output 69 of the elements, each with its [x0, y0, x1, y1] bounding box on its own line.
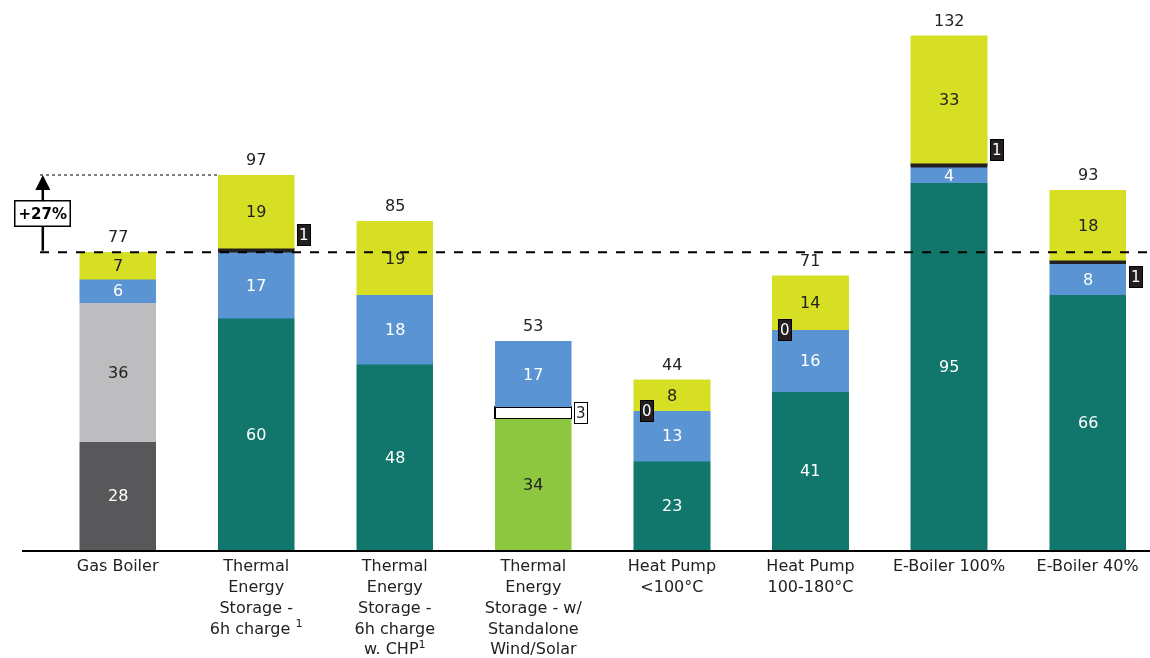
data-label: 4 — [944, 166, 955, 185]
data-label: 6 — [113, 281, 124, 300]
data-label: 8 — [1083, 270, 1094, 289]
bar — [1049, 294, 1126, 550]
x-tick-label: Gas Boiler — [76, 556, 159, 576]
data-label: 8 — [667, 386, 678, 405]
data-label: 0 — [780, 321, 790, 339]
data-label: 28 — [108, 486, 129, 505]
bar — [910, 182, 988, 550]
x-tick-label: Thermal Energy Storage - w/ Standalone Wind/Solar — [484, 556, 583, 658]
data-label: 0 — [642, 402, 652, 420]
data-label: 23 — [662, 496, 683, 515]
bar — [494, 341, 572, 408]
bar — [1049, 259, 1126, 265]
bar — [79, 252, 156, 280]
total-label: 85 — [385, 196, 406, 215]
total-label: 132 — [934, 11, 965, 30]
data-label: 3 — [576, 404, 586, 422]
data-label: 41 — [800, 461, 821, 480]
data-label: 16 — [800, 351, 821, 370]
bar — [910, 35, 988, 164]
data-label: 1 — [992, 141, 1002, 159]
total-label: 71 — [800, 251, 821, 270]
data-label: 66 — [1078, 413, 1099, 432]
x-tick-label: Heat Pump <100°C — [627, 556, 717, 596]
bar — [356, 364, 434, 550]
data-label: 17 — [523, 365, 544, 384]
data-label: 60 — [246, 425, 267, 444]
bar — [217, 252, 295, 319]
bar — [772, 391, 849, 550]
bar — [633, 460, 711, 550]
x-tick-label: E-Boiler 40% — [1036, 556, 1139, 576]
total-label: 53 — [523, 316, 544, 335]
data-label: 1 — [299, 226, 309, 244]
total-label: 77 — [108, 227, 129, 246]
data-label: 18 — [385, 320, 406, 339]
data-label: 48 — [385, 448, 406, 467]
data-label: 1 — [1131, 268, 1141, 286]
x-tick-label: Thermal Energy Storage - 6h charge w. CHP$^{1}$ — [354, 556, 435, 658]
x-tick-label: Heat Pump 100-180°C — [766, 556, 855, 596]
bar — [356, 221, 434, 296]
bar — [910, 163, 988, 168]
bar — [217, 317, 295, 550]
bar — [217, 174, 295, 249]
data-label: 14 — [800, 293, 821, 312]
total-label: 44 — [662, 355, 683, 374]
data-label: 19 — [385, 249, 406, 268]
x-tick-label: Thermal Energy Storage - 6h charge $^{1}$ — [209, 556, 303, 638]
bar — [356, 294, 434, 365]
bar — [79, 279, 156, 303]
total-label: 97 — [246, 150, 267, 169]
bar — [1049, 190, 1126, 261]
annotation: +27% — [18, 204, 67, 223]
data-label: 18 — [1078, 216, 1099, 235]
bar — [79, 441, 156, 550]
bar — [910, 167, 988, 183]
bar — [79, 302, 156, 443]
bar — [1049, 263, 1126, 296]
x-tick-label: E-Boiler 100% — [892, 556, 1006, 576]
data-label: 34 — [523, 475, 544, 494]
data-label: 95 — [939, 357, 960, 376]
data-label: 17 — [246, 276, 267, 295]
data-label: 36 — [108, 363, 129, 382]
data-label: 19 — [246, 202, 267, 221]
data-label: 13 — [662, 426, 683, 445]
data-label: 7 — [113, 256, 124, 275]
total-label: 93 — [1078, 165, 1099, 184]
bar — [494, 418, 572, 550]
data-label: 33 — [939, 90, 960, 109]
